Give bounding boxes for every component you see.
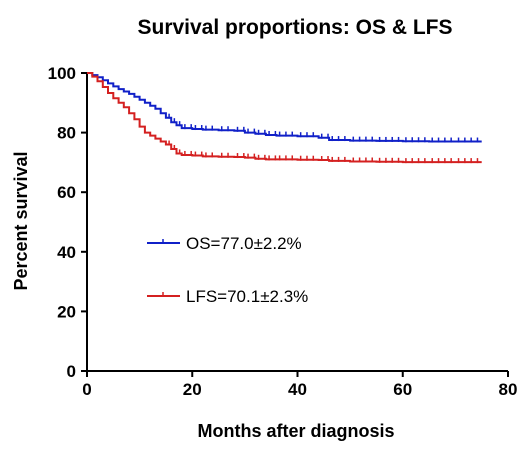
legend-label: LFS=70.1±2.3% bbox=[186, 287, 308, 306]
y-tick-label: 0 bbox=[67, 362, 76, 381]
x-axis-label: Months after diagnosis bbox=[197, 421, 394, 441]
y-tick-label: 60 bbox=[57, 183, 76, 202]
legend-label: OS=77.0±2.2% bbox=[186, 234, 302, 253]
legend: OS=77.0±2.2% LFS=70.1±2.3% bbox=[147, 234, 308, 306]
x-tick-label: 40 bbox=[288, 380, 307, 399]
y-tick-label: 40 bbox=[57, 243, 76, 262]
x-tick-label: 20 bbox=[183, 380, 202, 399]
chart-title: Survival proportions: OS & LFS bbox=[137, 16, 452, 39]
axes: 0 20 40 60 80 0 20 40 60 80 100 bbox=[48, 64, 518, 399]
x-tick-label: 0 bbox=[82, 380, 91, 399]
y-tick-label: 20 bbox=[57, 302, 76, 321]
x-tick-label: 80 bbox=[499, 380, 518, 399]
censor-marks-lfs bbox=[168, 140, 479, 164]
series-layer bbox=[87, 72, 482, 164]
x-tick-label: 60 bbox=[393, 380, 412, 399]
series-line-os bbox=[87, 72, 482, 143]
y-axis-label: Percent survival bbox=[11, 151, 31, 290]
y-tick-label: 100 bbox=[48, 64, 76, 83]
y-tick-label: 80 bbox=[57, 124, 76, 143]
series-line-lfs bbox=[87, 72, 482, 164]
censor-marks-os bbox=[168, 113, 479, 143]
